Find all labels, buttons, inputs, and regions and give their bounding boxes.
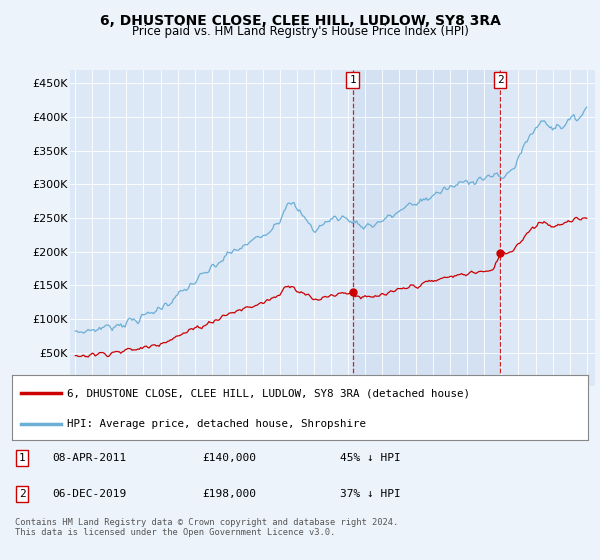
Text: Contains HM Land Registry data © Crown copyright and database right 2024.
This d: Contains HM Land Registry data © Crown c… [15, 518, 398, 538]
Text: 1: 1 [19, 453, 26, 463]
Text: 45% ↓ HPI: 45% ↓ HPI [340, 453, 401, 463]
Text: 37% ↓ HPI: 37% ↓ HPI [340, 489, 401, 499]
Text: 2: 2 [19, 489, 26, 499]
Text: 08-APR-2011: 08-APR-2011 [52, 453, 127, 463]
Text: 2: 2 [497, 75, 503, 85]
Text: £140,000: £140,000 [202, 453, 256, 463]
Text: Price paid vs. HM Land Registry's House Price Index (HPI): Price paid vs. HM Land Registry's House … [131, 25, 469, 38]
Text: 06-DEC-2019: 06-DEC-2019 [52, 489, 127, 499]
Text: HPI: Average price, detached house, Shropshire: HPI: Average price, detached house, Shro… [67, 419, 366, 429]
Text: £198,000: £198,000 [202, 489, 256, 499]
Text: 6, DHUSTONE CLOSE, CLEE HILL, LUDLOW, SY8 3RA (detached house): 6, DHUSTONE CLOSE, CLEE HILL, LUDLOW, SY… [67, 388, 470, 398]
Bar [353, 70, 500, 386]
Text: 1: 1 [349, 75, 356, 85]
Text: 6, DHUSTONE CLOSE, CLEE HILL, LUDLOW, SY8 3RA: 6, DHUSTONE CLOSE, CLEE HILL, LUDLOW, SY… [100, 14, 500, 28]
